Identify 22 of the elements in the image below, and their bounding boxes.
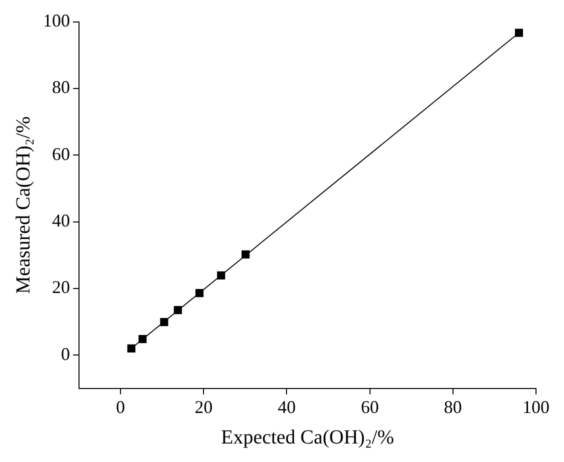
y-axis-title: Measured Ca(OH)₂/% — [12, 116, 34, 294]
y-tick-label: 100 — [43, 10, 70, 31]
y-tick-label: 20 — [52, 277, 70, 298]
x-tick-label: 0 — [116, 396, 126, 417]
point — [138, 335, 147, 344]
x-tick-label: 60 — [360, 396, 379, 417]
point — [174, 306, 182, 314]
y-tick-label: 0 — [61, 344, 70, 364]
x-tick-label: 100 — [522, 396, 550, 417]
x-axis-title: Expected Ca(OH)₂/% — [220, 426, 394, 448]
y-tick-label: 60 — [52, 144, 70, 164]
x-tick-label: 80 — [444, 396, 462, 417]
point — [217, 271, 226, 280]
point — [160, 318, 168, 326]
x-tick-label: 40 — [278, 396, 296, 417]
point — [195, 289, 204, 298]
point — [514, 28, 523, 37]
point — [127, 344, 136, 352]
y-tick-label: 80 — [52, 77, 70, 98]
point — [242, 250, 250, 258]
y-tick-label: 40 — [52, 210, 70, 230]
x-tick-label: 20 — [194, 396, 213, 417]
